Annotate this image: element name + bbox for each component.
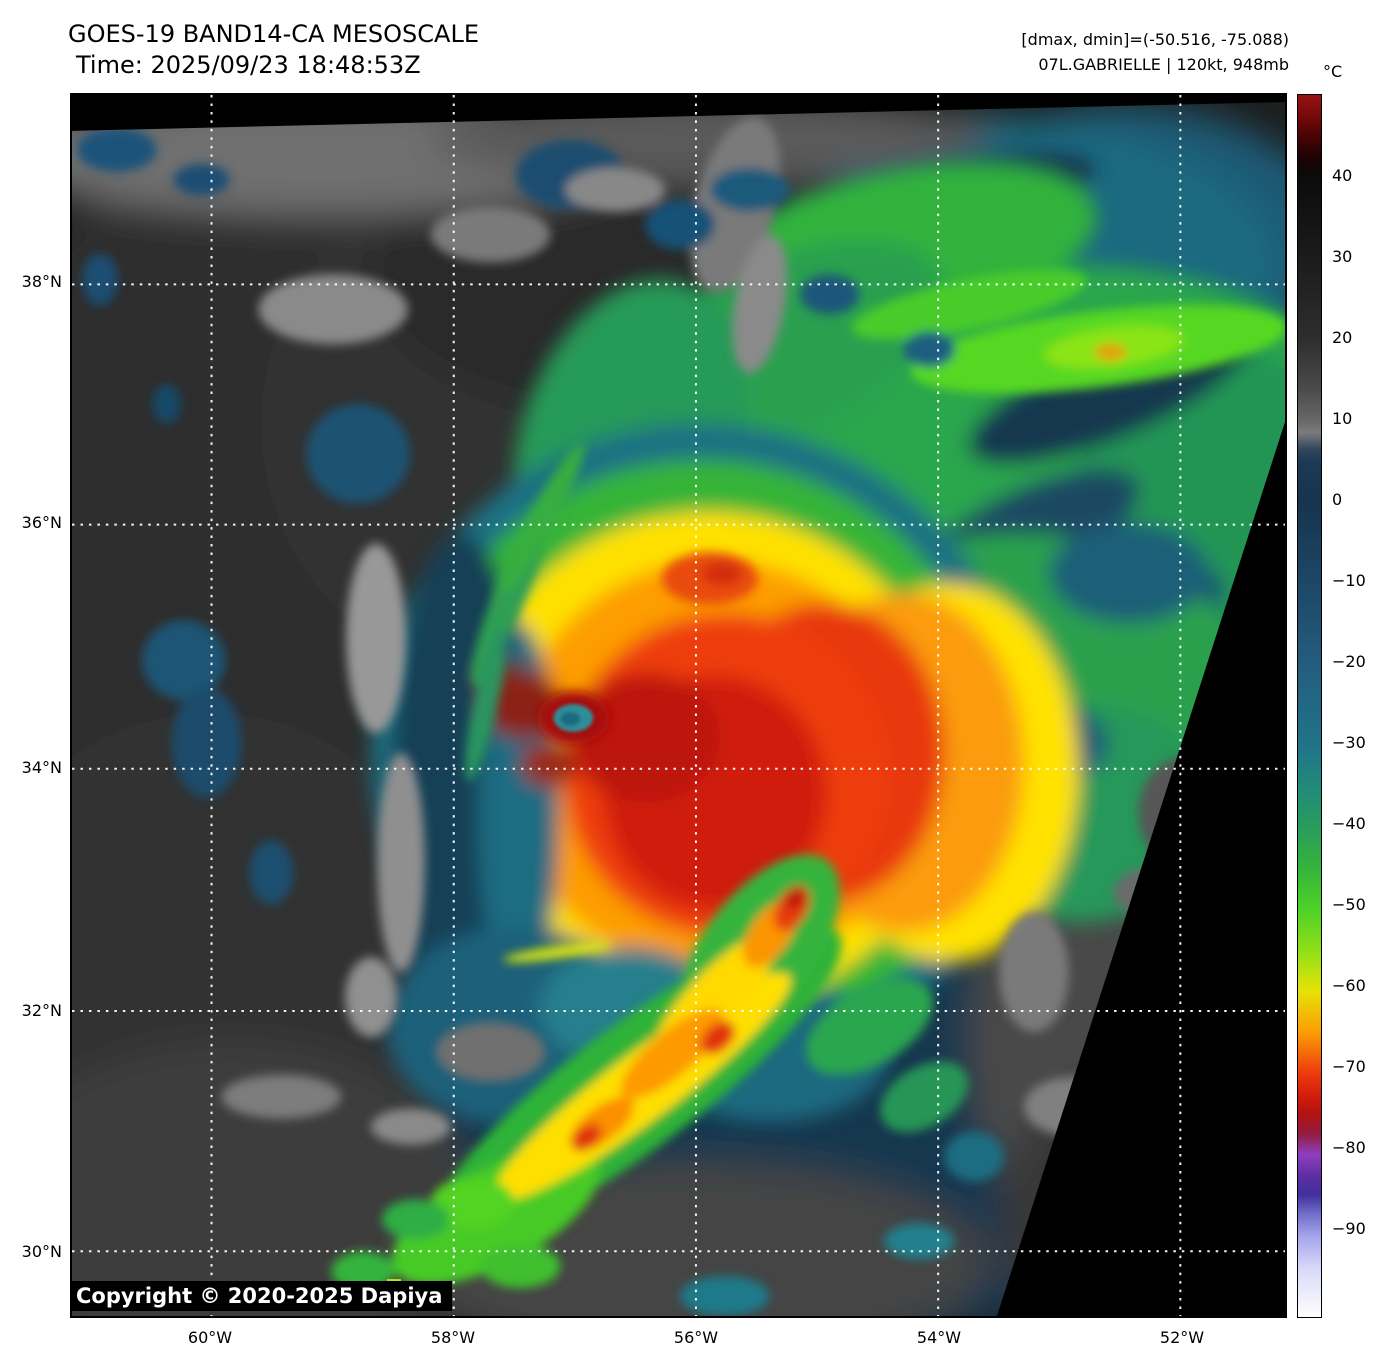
colorbar-tick: −10 xyxy=(1332,571,1366,590)
satellite-imagery xyxy=(72,95,1285,1316)
map-frame xyxy=(70,93,1287,1318)
colorbar-tick: −70 xyxy=(1332,1057,1366,1076)
colorbar-tick: −90 xyxy=(1332,1219,1366,1238)
colorbar-tick: −40 xyxy=(1332,814,1366,833)
colorbar-tick: −20 xyxy=(1332,652,1366,671)
colorbar-tick: 40 xyxy=(1332,166,1353,185)
lon-tick-label: 56°W xyxy=(673,1328,719,1347)
colorbar-tick: 0 xyxy=(1332,490,1343,509)
colorbar-tick: −50 xyxy=(1332,895,1366,914)
copyright-watermark: Copyright © 2020-2025 Dapiya xyxy=(70,1281,453,1311)
colorbar-tick: 10 xyxy=(1332,409,1353,428)
colorbar-tick: −80 xyxy=(1332,1138,1366,1157)
colorbar-tick: 20 xyxy=(1332,328,1353,347)
colorbar-tick: −60 xyxy=(1332,976,1366,995)
lat-tick-label: 38°N xyxy=(21,272,62,291)
lat-tick-label: 32°N xyxy=(21,1001,62,1020)
lon-tick-label: 58°W xyxy=(430,1328,476,1347)
colorbar-unit-label: °C xyxy=(1323,62,1343,81)
figure-timestamp: Time: 2025/09/23 18:48:53Z xyxy=(76,51,421,79)
colorbar-tick: 30 xyxy=(1332,247,1353,266)
lon-tick-label: 52°W xyxy=(1159,1328,1205,1347)
lat-tick-label: 34°N xyxy=(21,758,62,777)
storm-info-readout: 07L.GABRIELLE | 120kt, 948mb xyxy=(1038,55,1289,74)
colorbar xyxy=(1297,94,1322,1318)
lat-tick-label: 36°N xyxy=(21,513,62,532)
lon-tick-label: 54°W xyxy=(916,1328,962,1347)
figure-title: GOES-19 BAND14-CA MESOSCALE xyxy=(68,20,479,48)
colorbar-tick: −30 xyxy=(1332,733,1366,752)
lon-tick-label: 60°W xyxy=(187,1328,233,1347)
dmax-dmin-readout: [dmax, dmin]=(-50.516, -75.088) xyxy=(1021,30,1289,49)
lat-tick-label: 30°N xyxy=(21,1242,62,1261)
